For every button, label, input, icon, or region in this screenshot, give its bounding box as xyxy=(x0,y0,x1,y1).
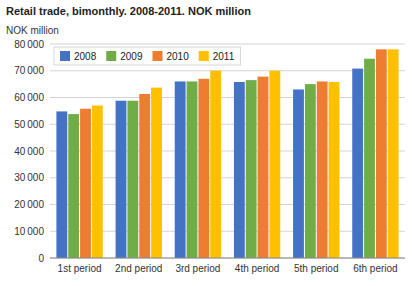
legend-label: 2008 xyxy=(74,51,97,62)
background xyxy=(0,0,413,286)
title: Retail trade, bimonthly. 2008-2011. NOK … xyxy=(6,5,251,17)
bar xyxy=(329,82,340,258)
grid-line xyxy=(50,151,405,152)
bar xyxy=(364,59,375,258)
legend-swatch xyxy=(60,51,70,61)
y-tick-label: 80 000 xyxy=(14,39,44,50)
grid-line xyxy=(50,44,405,45)
x-tick-label: 4th period xyxy=(235,263,279,274)
y-tick-label: 60 000 xyxy=(14,92,44,103)
bar xyxy=(56,111,67,258)
grid-line xyxy=(50,124,405,125)
bar xyxy=(269,71,280,258)
x-tick-label: 3rd period xyxy=(175,263,220,274)
bar xyxy=(127,101,138,258)
bar xyxy=(234,82,245,258)
legend-swatch xyxy=(106,51,116,61)
bar xyxy=(139,94,150,258)
bar xyxy=(317,81,328,258)
legend-label: 2009 xyxy=(120,51,143,62)
bar xyxy=(388,49,399,258)
legend-swatch xyxy=(199,51,209,61)
bar xyxy=(258,77,269,258)
legend: 2008 2009 2010 2011 xyxy=(54,47,240,65)
bar xyxy=(175,81,186,258)
y-tick-label: 30 000 xyxy=(14,172,44,183)
bar xyxy=(210,71,221,258)
chart: Retail trade, bimonthly. 2008-2011. NOK … xyxy=(0,0,413,286)
bar xyxy=(187,81,198,258)
bar xyxy=(92,106,103,258)
grid-line xyxy=(50,231,405,232)
x-tick-label: 2nd period xyxy=(115,263,162,274)
x-axis-line xyxy=(50,258,405,259)
bar xyxy=(80,109,91,258)
bar xyxy=(151,88,162,258)
y-tick-label: 0 xyxy=(38,253,44,264)
bar xyxy=(352,69,363,258)
y-tick-label: 40 000 xyxy=(14,146,44,157)
y-axis-label: NOK million xyxy=(6,25,59,36)
y-tick-label: 10 000 xyxy=(14,226,44,237)
x-tick-label: 6th period xyxy=(353,263,397,274)
grid-line xyxy=(50,70,405,71)
grid-line xyxy=(50,204,405,205)
y-tick-label: 70 000 xyxy=(14,65,44,76)
page: {"chart_data": {"type": "bar", "title": … xyxy=(0,0,413,286)
x-tick-label: 1st period xyxy=(58,263,102,274)
legend-swatch xyxy=(153,51,163,61)
y-tick-label: 20 000 xyxy=(14,199,44,210)
bar xyxy=(305,84,316,258)
legend-label: 2011 xyxy=(213,51,235,62)
y-tick-label: 50 000 xyxy=(14,119,44,130)
bars xyxy=(56,49,398,258)
legend-label: 2010 xyxy=(167,51,190,62)
bar xyxy=(116,101,127,258)
bar xyxy=(376,49,387,258)
grid-line xyxy=(50,258,405,259)
grid-line xyxy=(50,177,405,178)
grid xyxy=(50,44,405,258)
legend-frame xyxy=(54,47,240,65)
bar xyxy=(68,114,79,258)
bar xyxy=(198,79,209,258)
grid-line xyxy=(50,97,405,98)
x-tick-label: 5th period xyxy=(294,263,338,274)
bar xyxy=(246,80,257,258)
bar xyxy=(293,89,304,258)
